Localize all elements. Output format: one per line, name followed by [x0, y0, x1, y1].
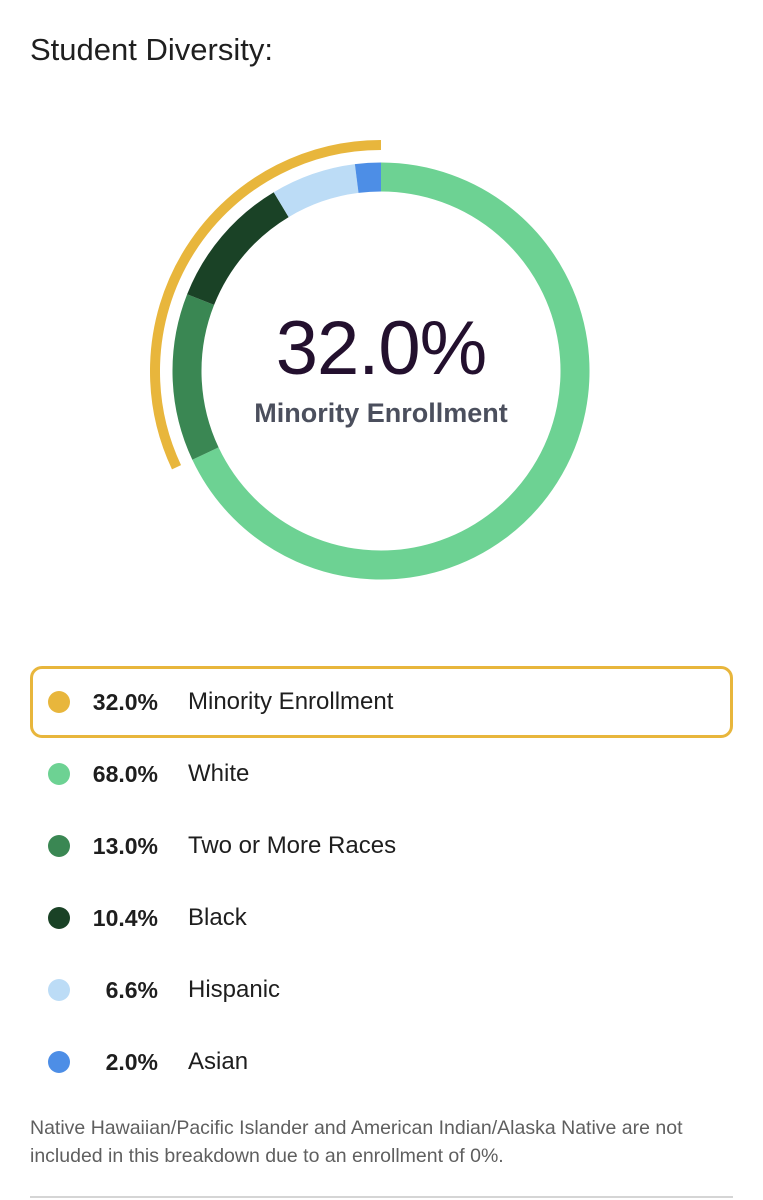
legend-dot-icon [48, 1051, 70, 1073]
legend-dot-icon [48, 691, 70, 713]
legend-dot-icon [48, 907, 70, 929]
legend-dot-icon [48, 763, 70, 785]
legend-item-minority-enrollment[interactable]: 32.0% Minority Enrollment [30, 666, 733, 738]
minority-enrollment-label: Minority Enrollment [254, 398, 508, 428]
legend-item-white[interactable]: 68.0% White [30, 738, 733, 810]
legend-label: Asian [188, 1048, 249, 1075]
legend-label: Black [188, 904, 247, 931]
legend-percent: 13.0% [92, 832, 158, 859]
legend-percent: 68.0% [92, 760, 158, 787]
minority-enrollment-arc [150, 140, 382, 470]
donut-slice-asian [354, 162, 382, 193]
legend-percent: 2.0% [105, 1048, 158, 1075]
chart-legend: 32.0% Minority Enrollment 68.0% White 13… [30, 666, 733, 1098]
legend-label: Minority Enrollment [188, 688, 394, 715]
legend-label: Two or More Races [188, 832, 397, 859]
legend-item-asian[interactable]: 2.0% Asian [30, 1026, 733, 1098]
donut-chart [150, 140, 590, 580]
legend-item-hispanic[interactable]: 6.6% Hispanic [30, 954, 733, 1026]
legend-item-black[interactable]: 10.4% Black [30, 882, 733, 954]
legend-percent: 32.0% [92, 688, 158, 715]
legend-dot-icon [48, 835, 70, 857]
footnote: Native Hawaiian/Pacific Islander and Ame… [30, 1117, 683, 1167]
legend-label: Hispanic [188, 976, 281, 1003]
donut-slice-white [192, 162, 590, 580]
legend-item-two-or-more-races[interactable]: 13.0% Two or More Races [30, 810, 733, 882]
section-title: Student Diversity: [30, 32, 273, 67]
minority-enrollment-value: 32.0% [275, 306, 488, 391]
divider [30, 1196, 733, 1198]
legend-label: White [188, 760, 250, 787]
donut-slice-black [187, 192, 289, 306]
donut-slice-two-or-more-races [172, 294, 219, 460]
legend-percent: 6.6% [105, 976, 158, 1003]
donut-slice-hispanic [273, 164, 359, 218]
legend-dot-icon [48, 979, 70, 1001]
legend-percent: 10.4% [92, 904, 158, 931]
